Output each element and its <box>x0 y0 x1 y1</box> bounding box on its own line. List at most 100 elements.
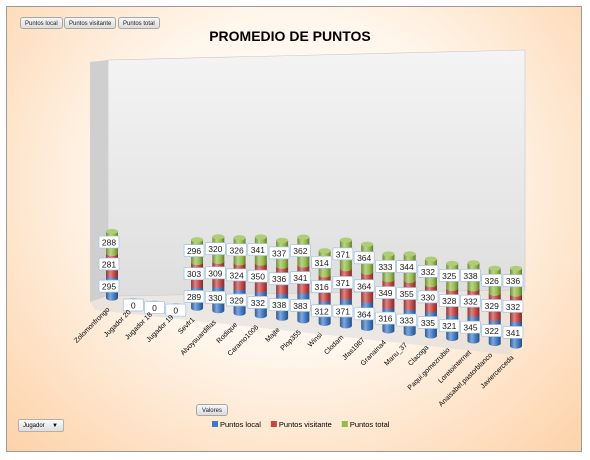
data-label: 309 <box>204 266 226 280</box>
bar-cap <box>488 265 501 271</box>
svg-text:329: 329 <box>485 301 499 311</box>
data-label: 296 <box>183 244 205 257</box>
bar-cap <box>318 248 331 254</box>
data-label: 326 <box>226 243 247 257</box>
bar-cap <box>339 237 352 243</box>
data-label: 332 <box>502 300 524 313</box>
data-label: 362 <box>290 244 311 257</box>
svg-text:316: 316 <box>315 282 329 292</box>
svg-text:341: 341 <box>251 245 265 255</box>
jugador-filter-label: Jugador <box>23 423 45 429</box>
svg-text:281: 281 <box>102 259 116 269</box>
data-label: 324 <box>226 268 247 282</box>
data-label: 333 <box>375 259 396 273</box>
data-label: 322 <box>481 324 503 337</box>
bar-cap <box>382 251 395 257</box>
svg-text:332: 332 <box>506 302 520 312</box>
data-label: 355 <box>396 287 418 300</box>
svg-text:326: 326 <box>485 276 499 286</box>
data-label: 364 <box>353 279 375 293</box>
data-label: 329 <box>481 299 503 312</box>
svg-text:Puntos total: Puntos total <box>350 420 390 429</box>
bar-cap <box>191 237 204 243</box>
bar-cap <box>446 260 459 267</box>
svg-text:336: 336 <box>506 276 520 286</box>
jugador-filter-dropdown[interactable]: Jugador ▼ <box>18 419 64 432</box>
data-label: 329 <box>226 293 247 307</box>
data-label: 371 <box>332 247 354 261</box>
data-label: 326 <box>481 273 503 287</box>
data-label: 312 <box>311 304 332 318</box>
svg-text:350: 350 <box>251 272 265 282</box>
field-button-valores[interactable]: Valores <box>196 404 228 416</box>
data-label: 336 <box>502 274 524 288</box>
data-label: 328 <box>438 294 460 307</box>
svg-text:312: 312 <box>315 306 329 316</box>
data-label: 332 <box>247 296 269 309</box>
bar-cap <box>467 260 480 266</box>
x-tick-label: Plop355 <box>280 329 303 352</box>
svg-text:296: 296 <box>187 246 201 256</box>
x-tick-label: Paqui.gomezrubio <box>407 347 452 392</box>
svg-text:328: 328 <box>442 296 456 306</box>
x-tick-label: Majte <box>264 327 281 344</box>
chart-title: PROMEDIO DE PUNTOS <box>209 28 371 44</box>
data-label: 295 <box>98 279 120 293</box>
svg-text:321: 321 <box>442 321 456 331</box>
x-tick-label: Manu_37 <box>383 342 409 368</box>
field-button-puntos-local[interactable]: Puntos local <box>20 17 63 29</box>
data-label: 0 <box>122 298 144 312</box>
svg-text:Puntos visitante: Puntos visitante <box>279 420 332 429</box>
bar-cap <box>106 228 118 235</box>
bar-cap <box>297 234 310 240</box>
field-button-puntos-total[interactable]: Puntos total <box>118 17 160 29</box>
svg-text:371: 371 <box>336 307 350 317</box>
legend-item: Puntos total <box>341 420 390 429</box>
svg-text:362: 362 <box>293 246 307 256</box>
data-label: 332 <box>417 265 439 278</box>
svg-text:349: 349 <box>378 288 392 298</box>
data-label: 303 <box>183 267 205 281</box>
svg-text:322: 322 <box>485 326 499 336</box>
data-label: 341 <box>502 326 524 339</box>
bar-cap <box>361 241 374 247</box>
data-label: 371 <box>332 276 354 289</box>
bar-cap <box>510 265 522 271</box>
data-label: 383 <box>290 299 311 312</box>
svg-text:364: 364 <box>357 253 371 263</box>
legend-item: Puntos local <box>212 420 261 429</box>
bar-cap <box>403 251 416 257</box>
bar-cap <box>424 256 437 262</box>
svg-text:326: 326 <box>229 245 243 255</box>
svg-text:338: 338 <box>272 300 286 310</box>
data-label: 316 <box>311 280 332 293</box>
data-label: 338 <box>268 298 290 312</box>
svg-text:295: 295 <box>102 282 116 292</box>
svg-text:336: 336 <box>272 274 286 284</box>
x-tick-label: Rodique <box>216 322 239 345</box>
svg-text:383: 383 <box>293 301 307 311</box>
data-label: 336 <box>268 272 290 286</box>
svg-text:333: 333 <box>400 316 414 326</box>
x-tick-label: Clodam <box>323 334 345 356</box>
data-label: 337 <box>268 246 290 260</box>
data-label: 325 <box>438 269 460 282</box>
svg-text:0: 0 <box>152 303 157 313</box>
bar-cap <box>276 237 289 243</box>
field-button-puntos-visitante[interactable]: Puntos visitante <box>64 17 117 29</box>
data-label: 289 <box>183 290 205 303</box>
svg-text:0: 0 <box>173 306 178 316</box>
data-label: 364 <box>353 251 375 265</box>
svg-text:345: 345 <box>463 323 477 333</box>
svg-text:289: 289 <box>187 292 201 302</box>
data-label: 350 <box>247 269 269 283</box>
data-label: 0 <box>144 301 165 314</box>
svg-text:303: 303 <box>187 269 201 279</box>
svg-text:371: 371 <box>336 249 350 259</box>
svg-text:329: 329 <box>229 295 243 305</box>
svg-text:Puntos local: Puntos local <box>220 420 261 429</box>
svg-text:355: 355 <box>400 289 414 299</box>
svg-text:335: 335 <box>421 318 435 328</box>
bar-cap <box>212 234 225 240</box>
